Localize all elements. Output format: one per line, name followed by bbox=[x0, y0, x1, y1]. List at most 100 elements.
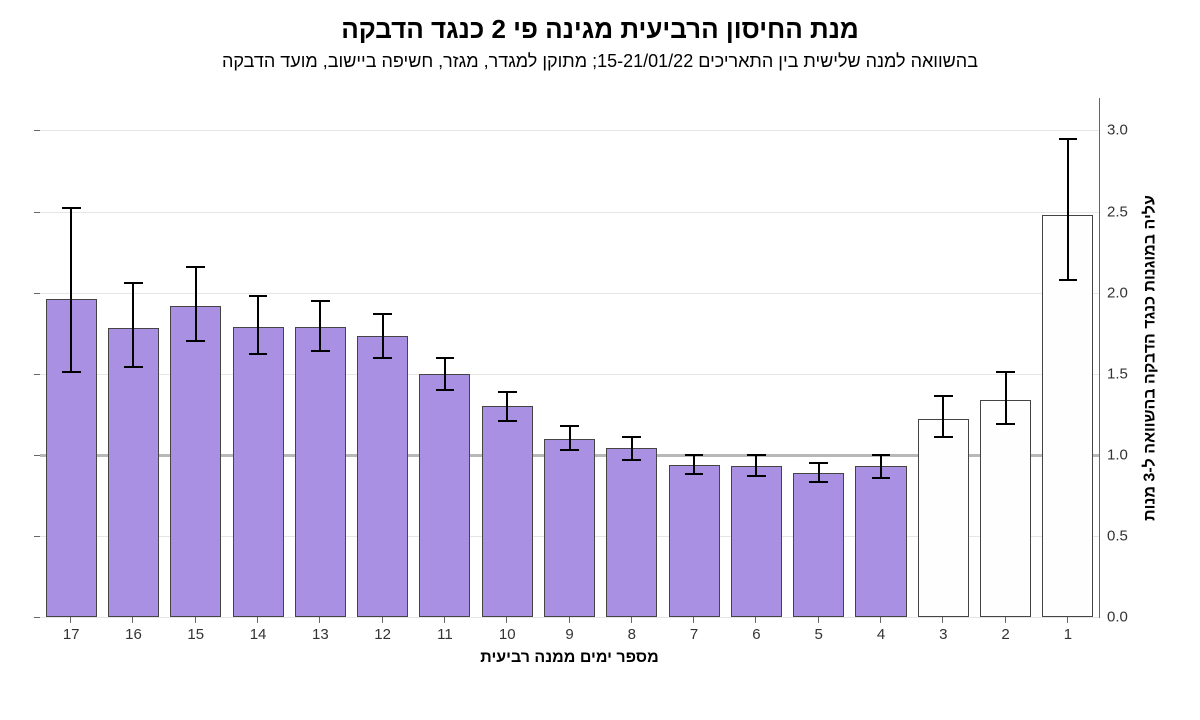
error-cap bbox=[996, 371, 1015, 373]
x-tick-label: 9 bbox=[565, 626, 573, 643]
error-bar bbox=[755, 455, 757, 476]
bar bbox=[544, 439, 595, 617]
bar bbox=[793, 473, 844, 617]
x-tick-label: 16 bbox=[125, 626, 142, 643]
x-tick-label: 15 bbox=[187, 626, 204, 643]
chart-subtitle: בהשוואה למנה שלישית בין התאריכים 15-21/0… bbox=[0, 51, 1200, 72]
error-cap bbox=[1059, 279, 1078, 281]
error-bar bbox=[444, 358, 446, 390]
y-axis-title: עליה במוגנות כנגד הדבקה בהשוואה ל-3 מנות bbox=[1142, 195, 1160, 521]
error-bar bbox=[1067, 139, 1069, 280]
error-bar bbox=[880, 455, 882, 478]
bar bbox=[980, 400, 1031, 617]
bar bbox=[357, 336, 408, 617]
x-tick-label: 11 bbox=[437, 626, 453, 643]
error-cap bbox=[124, 282, 143, 284]
error-bar bbox=[569, 426, 571, 450]
gridline bbox=[40, 617, 1099, 618]
error-cap bbox=[186, 340, 205, 342]
y-tick-label: 0.5 bbox=[1107, 527, 1147, 544]
error-cap bbox=[62, 371, 81, 373]
title-block: מנת החיסון הרביעית מגינה פי 2 כנגד הדבקה… bbox=[0, 0, 1200, 72]
bar bbox=[295, 327, 346, 617]
error-cap bbox=[872, 477, 891, 479]
error-cap bbox=[249, 295, 268, 297]
x-tick-label: 14 bbox=[250, 626, 267, 643]
error-cap bbox=[872, 454, 891, 456]
error-cap bbox=[249, 353, 268, 355]
x-tick bbox=[1067, 617, 1068, 623]
y-tick bbox=[34, 293, 40, 294]
gridline bbox=[40, 212, 1099, 213]
error-cap bbox=[498, 391, 517, 393]
x-tick bbox=[818, 617, 819, 623]
x-tick bbox=[382, 617, 383, 623]
y-tick-label: 2.5 bbox=[1107, 203, 1147, 220]
error-bar bbox=[70, 208, 72, 372]
y-tick-label: 1.0 bbox=[1107, 446, 1147, 463]
error-cap bbox=[934, 395, 953, 397]
error-cap bbox=[622, 459, 641, 461]
error-cap bbox=[747, 475, 766, 477]
error-cap bbox=[373, 357, 392, 359]
error-cap bbox=[685, 454, 704, 456]
y-tick-label: 1.5 bbox=[1107, 365, 1147, 382]
x-tick bbox=[257, 617, 258, 623]
error-bar bbox=[693, 455, 695, 474]
x-tick bbox=[631, 617, 632, 623]
x-tick-label: 12 bbox=[374, 626, 391, 643]
error-cap bbox=[560, 449, 579, 451]
x-tick-label: 2 bbox=[1001, 626, 1009, 643]
x-tick bbox=[70, 617, 71, 623]
error-cap bbox=[809, 462, 828, 464]
y-tick-label: 2.0 bbox=[1107, 284, 1147, 301]
x-tick bbox=[319, 617, 320, 623]
error-bar bbox=[132, 283, 134, 367]
bar bbox=[108, 328, 159, 617]
x-axis-title: מספר ימים ממנה רביעית bbox=[480, 649, 658, 667]
x-tick-label: 4 bbox=[877, 626, 885, 643]
error-cap bbox=[622, 436, 641, 438]
bar bbox=[606, 448, 657, 617]
x-tick bbox=[880, 617, 881, 623]
x-tick bbox=[693, 617, 694, 623]
error-cap bbox=[373, 313, 392, 315]
error-cap bbox=[560, 425, 579, 427]
gridline bbox=[40, 130, 1099, 131]
x-tick-label: 7 bbox=[690, 626, 698, 643]
error-bar bbox=[631, 437, 633, 460]
error-bar bbox=[818, 463, 820, 482]
y-tick bbox=[34, 374, 40, 375]
x-tick bbox=[942, 617, 943, 623]
bar bbox=[669, 465, 720, 617]
error-cap bbox=[809, 481, 828, 483]
error-cap bbox=[747, 454, 766, 456]
chart-title: מנת החיסון הרביעית מגינה פי 2 כנגד הדבקה bbox=[0, 14, 1200, 45]
error-bar bbox=[1005, 372, 1007, 424]
x-tick-label: 1 bbox=[1064, 626, 1072, 643]
error-cap bbox=[436, 357, 455, 359]
x-tick-label: 17 bbox=[63, 626, 80, 643]
y-tick bbox=[34, 130, 40, 131]
x-tick bbox=[132, 617, 133, 623]
bar bbox=[170, 306, 221, 617]
y-tick bbox=[34, 212, 40, 213]
x-tick-label: 10 bbox=[499, 626, 516, 643]
x-tick-label: 5 bbox=[815, 626, 823, 643]
error-cap bbox=[498, 420, 517, 422]
bar bbox=[419, 374, 470, 617]
error-bar bbox=[942, 396, 944, 437]
error-cap bbox=[124, 366, 143, 368]
x-tick-label: 6 bbox=[752, 626, 760, 643]
figure: מנת החיסון הרביעית מגינה פי 2 כנגד הדבקה… bbox=[0, 0, 1200, 720]
y-tick-label: 3.0 bbox=[1107, 122, 1147, 139]
error-bar bbox=[382, 314, 384, 358]
bar bbox=[233, 327, 284, 617]
bar bbox=[918, 419, 969, 617]
error-cap bbox=[1059, 138, 1078, 140]
plot-area: עליה במוגנות כנגד הדבקה בהשוואה ל-3 מנות… bbox=[40, 98, 1100, 618]
y-tick bbox=[34, 617, 40, 618]
error-cap bbox=[311, 350, 330, 352]
error-bar bbox=[506, 392, 508, 421]
x-tick bbox=[506, 617, 507, 623]
